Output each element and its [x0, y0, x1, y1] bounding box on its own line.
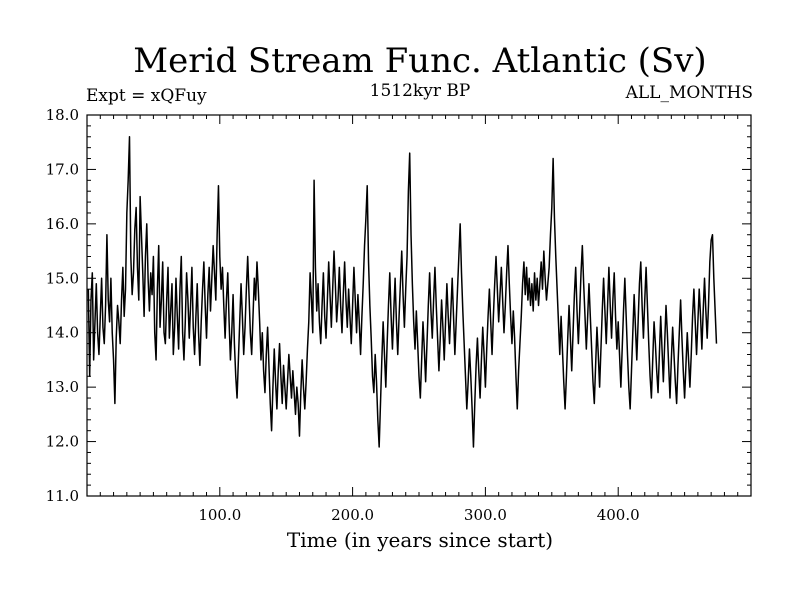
y-tick-label: 15.0	[46, 269, 79, 287]
period-label: 1512kyr BP	[370, 81, 471, 101]
x-tick-label: 400.0	[597, 506, 640, 524]
months-label: ALL_MONTHS	[625, 83, 753, 103]
y-tick-label: 18.0	[46, 106, 79, 124]
x-tick-label: 300.0	[464, 506, 507, 524]
y-tick-label: 16.0	[46, 215, 79, 233]
x-axis-title: Time (in years since start)	[287, 528, 553, 552]
y-tick-label: 14.0	[46, 324, 79, 342]
y-tick-label: 11.0	[46, 487, 79, 505]
y-tick-label: 17.0	[46, 160, 79, 178]
x-axis-labels: 100.0 200.0 300.0 400.0	[198, 506, 639, 524]
axis-ticks	[87, 114, 751, 497]
x-tick-label: 100.0	[198, 506, 241, 524]
experiment-label: Expt = xQFuy	[86, 86, 207, 106]
data-line	[87, 136, 718, 448]
x-tick-label: 200.0	[331, 506, 374, 524]
y-axis-labels: 11.0 12.0 13.0 14.0 15.0 16.0 17.0 18.0	[46, 106, 79, 505]
y-tick-label: 13.0	[46, 378, 79, 396]
plot-frame	[86, 114, 752, 497]
chart-title: Merid Stream Func. Atlantic (Sv)	[133, 41, 706, 81]
y-tick-label: 12.0	[46, 433, 79, 451]
